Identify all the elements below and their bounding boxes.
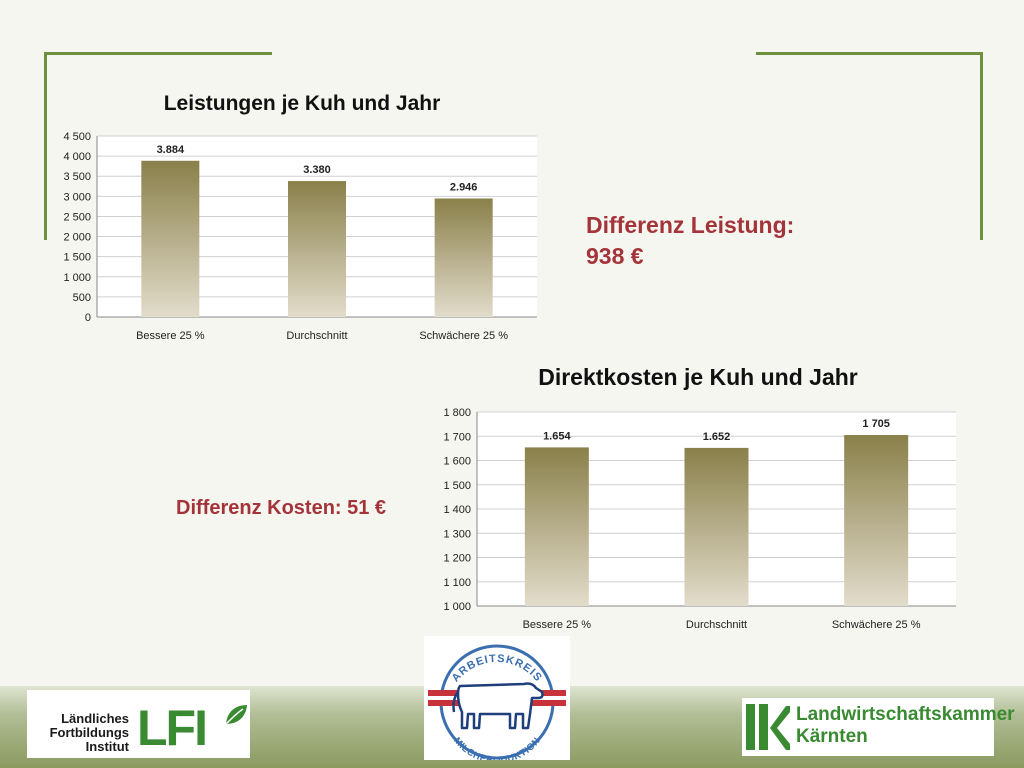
data-label: 3.380 bbox=[303, 164, 331, 176]
arbeitskreis-logo: ARBEITSKREIS MILCHPRODUKTION bbox=[424, 636, 570, 766]
y-tick-label: 1 400 bbox=[443, 504, 471, 516]
lk-name: Landwirtschaftskammer Kärnten bbox=[796, 704, 1015, 748]
bar bbox=[684, 447, 749, 606]
data-label: 1.654 bbox=[543, 430, 571, 442]
x-tick-label: Bessere 25 % bbox=[136, 330, 205, 342]
data-label: 3.884 bbox=[157, 144, 185, 156]
lfi-name: Ländliches Fortbildungs Institut bbox=[27, 712, 129, 754]
y-tick-label: 1 800 bbox=[443, 407, 471, 419]
x-tick-label: Durchschnitt bbox=[286, 330, 347, 342]
diff-leistung-label: Differenz Leistung: bbox=[586, 212, 795, 238]
chart-title-leistungen: Leistungen je Kuh und Jahr bbox=[163, 92, 441, 115]
y-tick-label: 1 000 bbox=[63, 272, 91, 284]
arbeitskreis-bottom-text: MILCHPRODUKTION bbox=[451, 735, 542, 766]
lk-mark bbox=[746, 704, 790, 750]
y-tick-label: 1 000 bbox=[443, 601, 471, 613]
y-tick-label: 1 100 bbox=[443, 577, 471, 589]
data-label: 1 705 bbox=[862, 418, 890, 430]
chart-leistungen: 0 500 1 000 1 500 2 000 2 500 3 000 3 500 4 000 4… bbox=[63, 131, 537, 342]
lfi-name-line1: Ländliches bbox=[61, 711, 129, 726]
lk-name-line1: Landwirtschaftskammer bbox=[796, 704, 1015, 725]
arbeitskreis-emblem: ARBEITSKREIS MILCHPRODUKTION bbox=[428, 644, 566, 766]
y-tick-label: 4 000 bbox=[63, 151, 91, 163]
diff-kosten: Differenz Kosten: 51 € bbox=[176, 497, 387, 519]
y-tick-label: 1 500 bbox=[443, 480, 471, 492]
lfi-name-line3: Institut bbox=[85, 739, 129, 754]
corner-frame-left bbox=[44, 52, 272, 240]
bar bbox=[434, 198, 493, 317]
y-tick-label: 1 300 bbox=[443, 528, 471, 540]
y-tick-label: 1 200 bbox=[443, 553, 471, 565]
lfi-mark: LFI bbox=[137, 700, 208, 756]
y-tick-label: 0 bbox=[85, 312, 91, 324]
leaf-icon bbox=[225, 705, 247, 725]
lfi-logo: Ländliches Fortbildungs Institut LFI bbox=[27, 690, 250, 758]
y-tick-label: 2 500 bbox=[63, 211, 91, 223]
y-tick-label: 500 bbox=[73, 292, 91, 304]
lk-name-line2: Kärnten bbox=[796, 726, 868, 747]
y-tick-label: 3 000 bbox=[63, 191, 91, 203]
bar bbox=[288, 181, 346, 317]
lfi-name-line2: Fortbildungs bbox=[49, 725, 129, 740]
corner-frame-right bbox=[756, 52, 983, 240]
data-label: 1.652 bbox=[703, 431, 731, 443]
x-tick-label: Schwächere 25 % bbox=[419, 330, 508, 342]
x-tick-label: Schwächere 25 % bbox=[832, 619, 921, 631]
y-tick-label: 1 600 bbox=[443, 456, 471, 468]
diff-leistung: Differenz Leistung: 938 € bbox=[586, 210, 794, 272]
y-tick-label: 2 000 bbox=[63, 232, 91, 244]
y-tick-label: 3 500 bbox=[63, 171, 91, 183]
chart-title-direktkosten: Direktkosten je Kuh und Jahr bbox=[538, 364, 858, 390]
bar bbox=[844, 435, 909, 606]
bar bbox=[524, 447, 589, 606]
x-tick-label: Durchschnitt bbox=[686, 619, 747, 631]
chart-direktkosten: 1 000 1 100 1 200 1 300 1 400 1 500 1 600 1 700… bbox=[443, 407, 956, 631]
cow-icon bbox=[452, 682, 544, 730]
y-tick-label: 1 700 bbox=[443, 431, 471, 443]
lk-logo: Landwirtschaftskammer Kärnten bbox=[742, 698, 1015, 756]
svg-text:MILCHPRODUKTION: MILCHPRODUKTION bbox=[451, 735, 543, 760]
bar bbox=[141, 160, 200, 317]
y-tick-label: 1 500 bbox=[63, 252, 91, 264]
y-tick-label: 4 500 bbox=[63, 131, 91, 143]
data-label: 2.946 bbox=[450, 182, 478, 194]
x-tick-label: Bessere 25 % bbox=[523, 619, 592, 631]
diff-leistung-value: 938 € bbox=[586, 243, 644, 269]
